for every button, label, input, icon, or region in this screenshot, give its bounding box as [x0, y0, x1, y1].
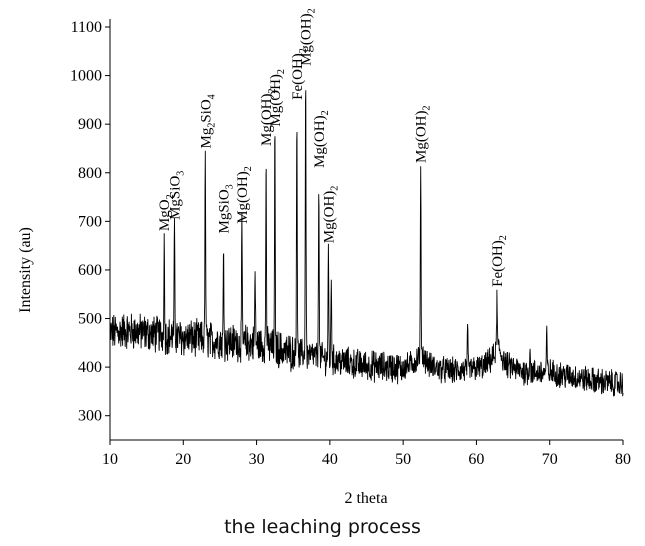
- peak-label: Mg(OH)2: [414, 106, 433, 164]
- y-tick-label: 1100: [71, 19, 102, 36]
- peak-label-sub: 2: [498, 235, 509, 240]
- peak-label: Mg2SiO4: [198, 94, 217, 148]
- peak-label-sub: 2: [267, 89, 278, 94]
- y-tick-label: 700: [78, 213, 102, 230]
- peak-label: Mg(OH)2: [259, 89, 278, 147]
- peak-label: Mg(OH)2: [268, 69, 287, 127]
- x-tick-label: 20: [175, 451, 191, 468]
- x-tick-label: 70: [542, 451, 558, 468]
- peak-label: MgO2: [157, 194, 176, 231]
- xrd-chart: 10 20 30 40 50 60 70 80 300 400 500 600 700 800 900 100…: [17, 8, 631, 507]
- peak-label-base: Mg(OH): [312, 115, 328, 168]
- peak-label-base: MgSiO: [217, 189, 233, 233]
- x-tick-label: 80: [615, 451, 631, 468]
- peak-label-sub: 2: [206, 123, 217, 128]
- y-tick-label: 800: [78, 165, 102, 182]
- peak-label-sub: 2: [329, 186, 340, 191]
- xrd-trace: [109, 90, 624, 397]
- peak-label-sub: 2: [243, 166, 254, 171]
- x-axis-label: 2 theta: [344, 490, 387, 507]
- peak-label-base: Mg(OH): [414, 111, 430, 164]
- peak-label-base: Mg(OH): [268, 74, 284, 127]
- peak-label-sub: 3: [176, 171, 187, 176]
- x-tick-label: 50: [395, 451, 411, 468]
- peak-label-sub: 2: [320, 110, 331, 115]
- peak-label: Mg(OH)2: [321, 186, 340, 244]
- peak-label-base: Mg: [198, 127, 214, 148]
- peak-label: MgSiO3: [168, 171, 187, 220]
- axes-layer: 10 20 30 40 50 60 70 80 300 400 500 600 700 800 900 100…: [70, 19, 631, 468]
- x-tick-label: 40: [322, 451, 338, 468]
- y-tick-label: 300: [78, 408, 102, 425]
- peak-label-base: MgO: [157, 199, 173, 231]
- peak-label-sub: 3: [225, 184, 236, 189]
- y-tick-label: 1000: [70, 68, 102, 85]
- peak-label-sub: 2: [307, 8, 318, 13]
- x-tick-label: 10: [102, 451, 118, 468]
- peak-label: Fe(OH)2: [490, 235, 509, 287]
- peak-label-sub: 4: [206, 94, 217, 99]
- peak-label-base: Mg(OH): [235, 171, 251, 224]
- peak-label-base: Mg(OH): [259, 94, 275, 147]
- peak-label: Mg(OH)2: [299, 8, 318, 66]
- peak-label-base: Fe(OH): [490, 240, 506, 287]
- peak-label-base: Mg(OH): [299, 13, 315, 66]
- peak-label-base: MgSiO: [168, 176, 184, 220]
- peak-label: Mg(OH)2: [235, 166, 254, 224]
- figure-caption: the leaching process: [224, 516, 421, 538]
- y-tick-label: 400: [78, 359, 102, 376]
- peak-label-sub: 2: [422, 106, 433, 111]
- peak-label-base: Fe(OH): [290, 53, 306, 100]
- y-axis-label: Intensity (au): [17, 227, 34, 313]
- peak-label: Mg(OH)2: [312, 110, 331, 168]
- y-tick-label: 600: [78, 262, 102, 279]
- peak-label: MgSiO3: [217, 184, 236, 233]
- peak-label-sub: 2: [298, 48, 309, 53]
- peak-label: Fe(OH)2: [290, 48, 309, 100]
- peak-label-base: SiO: [198, 99, 214, 123]
- peak-label-base: Mg(OH): [321, 191, 337, 244]
- x-tick-label: 60: [468, 451, 484, 468]
- y-tick-label: 900: [78, 116, 102, 133]
- peak-label-sub: 2: [276, 69, 287, 74]
- spectrum-layer: [109, 90, 624, 397]
- y-tick-label: 500: [78, 311, 102, 328]
- peak-label-sub: 2: [165, 194, 176, 199]
- x-tick-label: 30: [249, 451, 265, 468]
